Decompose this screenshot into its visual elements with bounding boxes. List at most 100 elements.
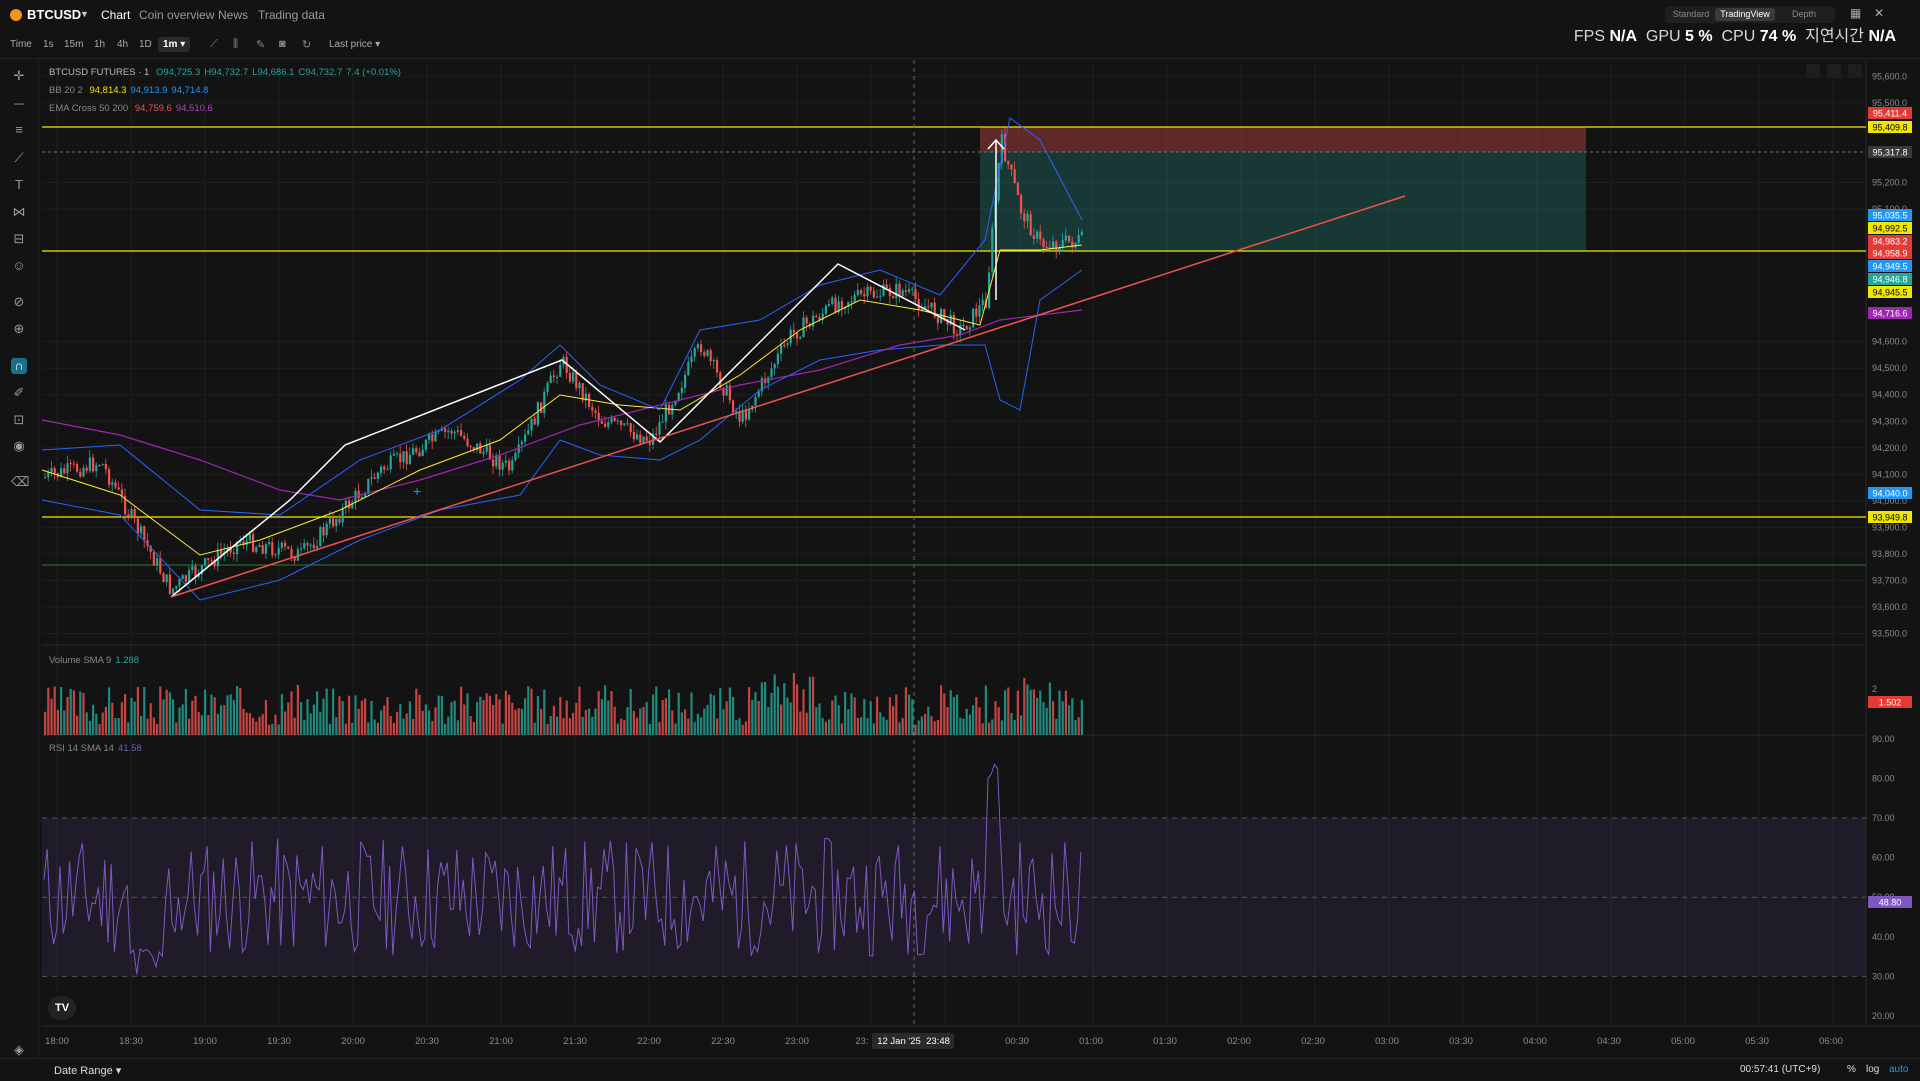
time-tick-label: 19:30 [267,1036,291,1047]
price-chart[interactable]: +95,600.095,500.095,200.095,100.094,600.… [0,0,1920,1058]
volume-bar [517,708,520,735]
price-badge-label: 93,949.8 [1872,513,1907,523]
view-depth[interactable]: Depth [1791,9,1817,19]
volume-bar [895,694,898,735]
volume-bar [261,714,264,735]
indicator-icon[interactable]: ⟋ [210,38,218,50]
pattern-icon[interactable]: ⋈ [12,204,26,219]
candle-body [770,368,773,378]
position-icon[interactable]: ⊟ [13,231,25,246]
eye-icon[interactable]: ◉ [13,438,25,453]
price-source-select[interactable]: Last price ▾ [329,39,381,50]
bottom-bar: Date Range ▾ 00:57:41 (UTC+9) % log auto [0,1058,1920,1081]
candle-body [927,306,930,308]
top-bar: BTCUSD ▼ Chart Coin overview News Tradin… [0,0,1920,45]
volume-bar [133,701,136,735]
grid-layout-icon[interactable]: ▦ [1850,6,1862,20]
volume-bar [1055,718,1058,735]
candle-body [607,422,610,427]
refresh-icon[interactable]: ↻ [302,39,312,51]
volume-bar [1064,690,1067,735]
trash-icon[interactable]: ⌫ [11,474,30,489]
volume-bar [975,697,978,735]
candle-body [786,343,789,345]
candle-body [399,453,402,463]
percent-button[interactable]: % [1847,1064,1856,1075]
volume-bar [316,691,319,735]
volume-bar [959,717,962,735]
camera-icon[interactable]: ◙ [279,38,286,50]
candle-body [652,433,655,445]
lock-icon[interactable]: ⊡ [13,412,25,427]
candle-body [648,440,651,445]
timeframe-1h[interactable]: 1h [94,39,106,50]
volume-bar [620,718,623,735]
tab-news[interactable]: News [218,8,249,22]
collapse-icon[interactable]: ✕ [1874,6,1885,20]
candle-body [546,383,549,393]
emoji-icon[interactable]: ☺ [12,258,26,273]
timeframe-15m[interactable]: 15m [64,39,84,50]
candle-body [146,539,149,547]
volume-bar [268,724,271,735]
tradingview-logo[interactable]: TV [48,996,76,1020]
layers-icon[interactable]: ◈ [14,1042,24,1057]
horizontal-line-icon[interactable]: ─ [14,96,24,111]
lock-drawings-icon[interactable]: ✐ [13,385,25,400]
volume-bar [914,724,917,735]
tab-coin-overview[interactable]: Coin overview [139,8,215,22]
price-tick-label: 94,200.0 [1872,443,1907,453]
volume-bar [658,722,661,735]
pencil-icon[interactable]: ✎ [256,39,266,51]
volume-bar [405,713,408,735]
text-icon[interactable]: T [15,177,23,192]
timeframe-1m[interactable]: 1m ▾ [158,37,191,52]
volume-bar [956,694,959,735]
candle-body [184,575,187,582]
magnet-icon[interactable]: ∩ [11,358,27,374]
timeframe-1s[interactable]: 1s [43,39,54,50]
tab-trading-data[interactable]: Trading data [258,8,325,22]
log-button[interactable]: log [1866,1064,1880,1075]
volume-bar [181,704,184,735]
ruler-icon[interactable]: ⊘ [13,294,25,309]
candle-body [444,428,447,432]
trend-line-icon[interactable]: ⟋ [14,150,24,165]
candle-body [722,387,725,396]
volume-bar [863,699,866,735]
rsi-badge-label: 48.80 [1879,897,1902,907]
chevron-down-icon[interactable]: ▼ [80,9,89,19]
fib-icon[interactable]: ≡ [15,122,23,137]
volume-bar [1061,701,1064,735]
volume-bar [245,712,248,735]
volume-bar [47,687,50,735]
candle-body [1045,247,1048,249]
candle-body [485,445,488,452]
tab-chart[interactable]: Chart [101,8,131,22]
candle-body [1023,213,1026,222]
volume-bar [991,719,994,735]
volume-bar [303,719,306,735]
candle-type-icon[interactable]: ⫼ [233,38,239,50]
candle-body [220,549,223,555]
symbol-selector[interactable]: BTCUSD [27,7,82,22]
zoom-icon[interactable]: ⊕ [13,321,25,336]
volume-bar [335,717,338,735]
candle-body [120,489,123,496]
candle-body [194,566,197,577]
view-standard[interactable]: Standard [1672,9,1710,19]
auto-button[interactable]: auto [1889,1064,1909,1075]
volume-bar [1010,712,1013,735]
candle-body [904,290,907,292]
candle-body [936,317,939,323]
view-tradingview[interactable]: TradingView [1715,8,1775,21]
volume-bar [178,707,181,735]
volume-bar [376,722,379,735]
candle-body [664,404,667,422]
volume-bar [501,723,504,735]
timeframe-4h[interactable]: 4h [117,39,129,50]
clock: 00:57:41 (UTC+9) [1740,1064,1821,1075]
date-range-button[interactable]: Date Range ▾ [54,1065,122,1077]
crosshair-icon[interactable]: ✛ [13,68,25,83]
timeframe-1d[interactable]: 1D [139,39,152,50]
